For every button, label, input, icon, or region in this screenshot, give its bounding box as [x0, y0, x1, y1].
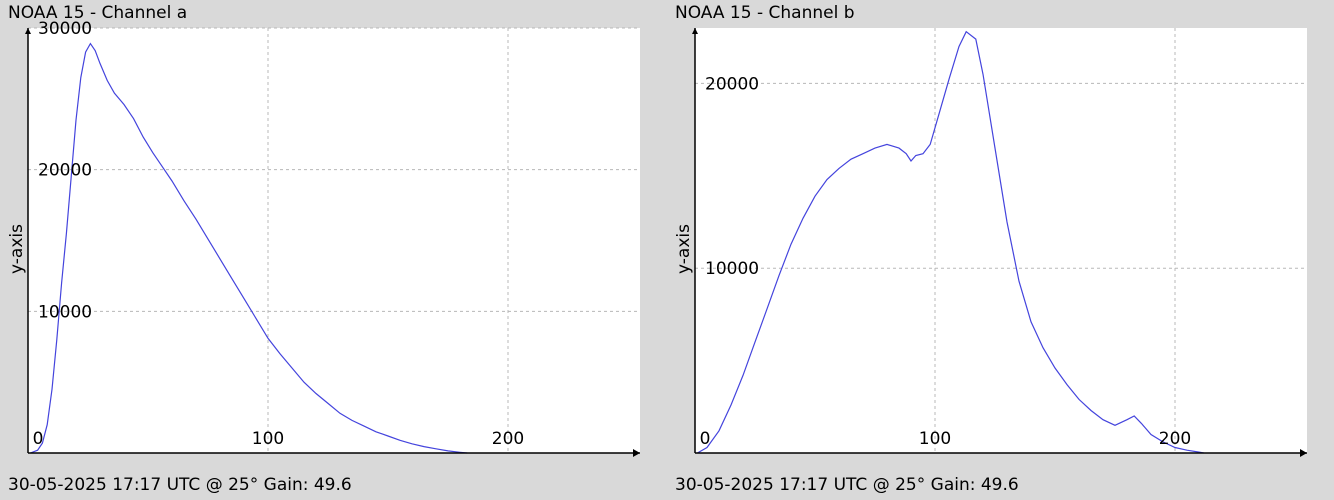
y-axis-arrow	[692, 28, 698, 34]
chart-title: NOAA 15 - Channel b	[675, 3, 855, 23]
chart-footer: 30-05-2025 17:17 UTC @ 25° Gain: 49.6	[8, 475, 352, 495]
chart-b: 0 100 200 10000 20000 y-axis	[674, 28, 1307, 457]
x-tick-label: 200	[1159, 429, 1191, 449]
series-line	[697, 30, 1204, 454]
y-axis-label: y-axis	[674, 224, 694, 274]
y-tick-label: 10000	[38, 302, 92, 322]
y-axis-label: y-axis	[7, 224, 27, 274]
series-line	[30, 42, 468, 454]
plot-area	[28, 28, 640, 453]
y-axis-arrow	[25, 28, 31, 34]
x-tick-label: 0	[700, 429, 711, 449]
chart-footer: 30-05-2025 17:17 UTC @ 25° Gain: 49.6	[675, 475, 1019, 495]
chart-title: NOAA 15 - Channel a	[8, 3, 188, 23]
x-tick-label: 100	[919, 429, 951, 449]
chart-a: 0 100 200 10000 20000 30000 y-axis	[7, 19, 640, 457]
y-tick-label: 30000	[38, 19, 92, 39]
chart-panel-a: NOAA 15 - Channel a 0 100 200 10000 20000 300…	[7, 3, 640, 495]
plot-area	[695, 28, 1307, 453]
y-tick-label: 10000	[705, 259, 759, 279]
x-tick-label: 0	[33, 429, 44, 449]
y-tick-label: 20000	[705, 74, 759, 94]
x-axis-arrow	[633, 449, 640, 457]
y-tick-label: 20000	[38, 161, 92, 181]
x-tick-label: 200	[492, 429, 524, 449]
x-axis-arrow	[1300, 449, 1307, 457]
x-tick-label: 100	[252, 429, 284, 449]
chart-panel-b: NOAA 15 - Channel b 0 100 200 10000 20000 y-a…	[667, 0, 1334, 500]
